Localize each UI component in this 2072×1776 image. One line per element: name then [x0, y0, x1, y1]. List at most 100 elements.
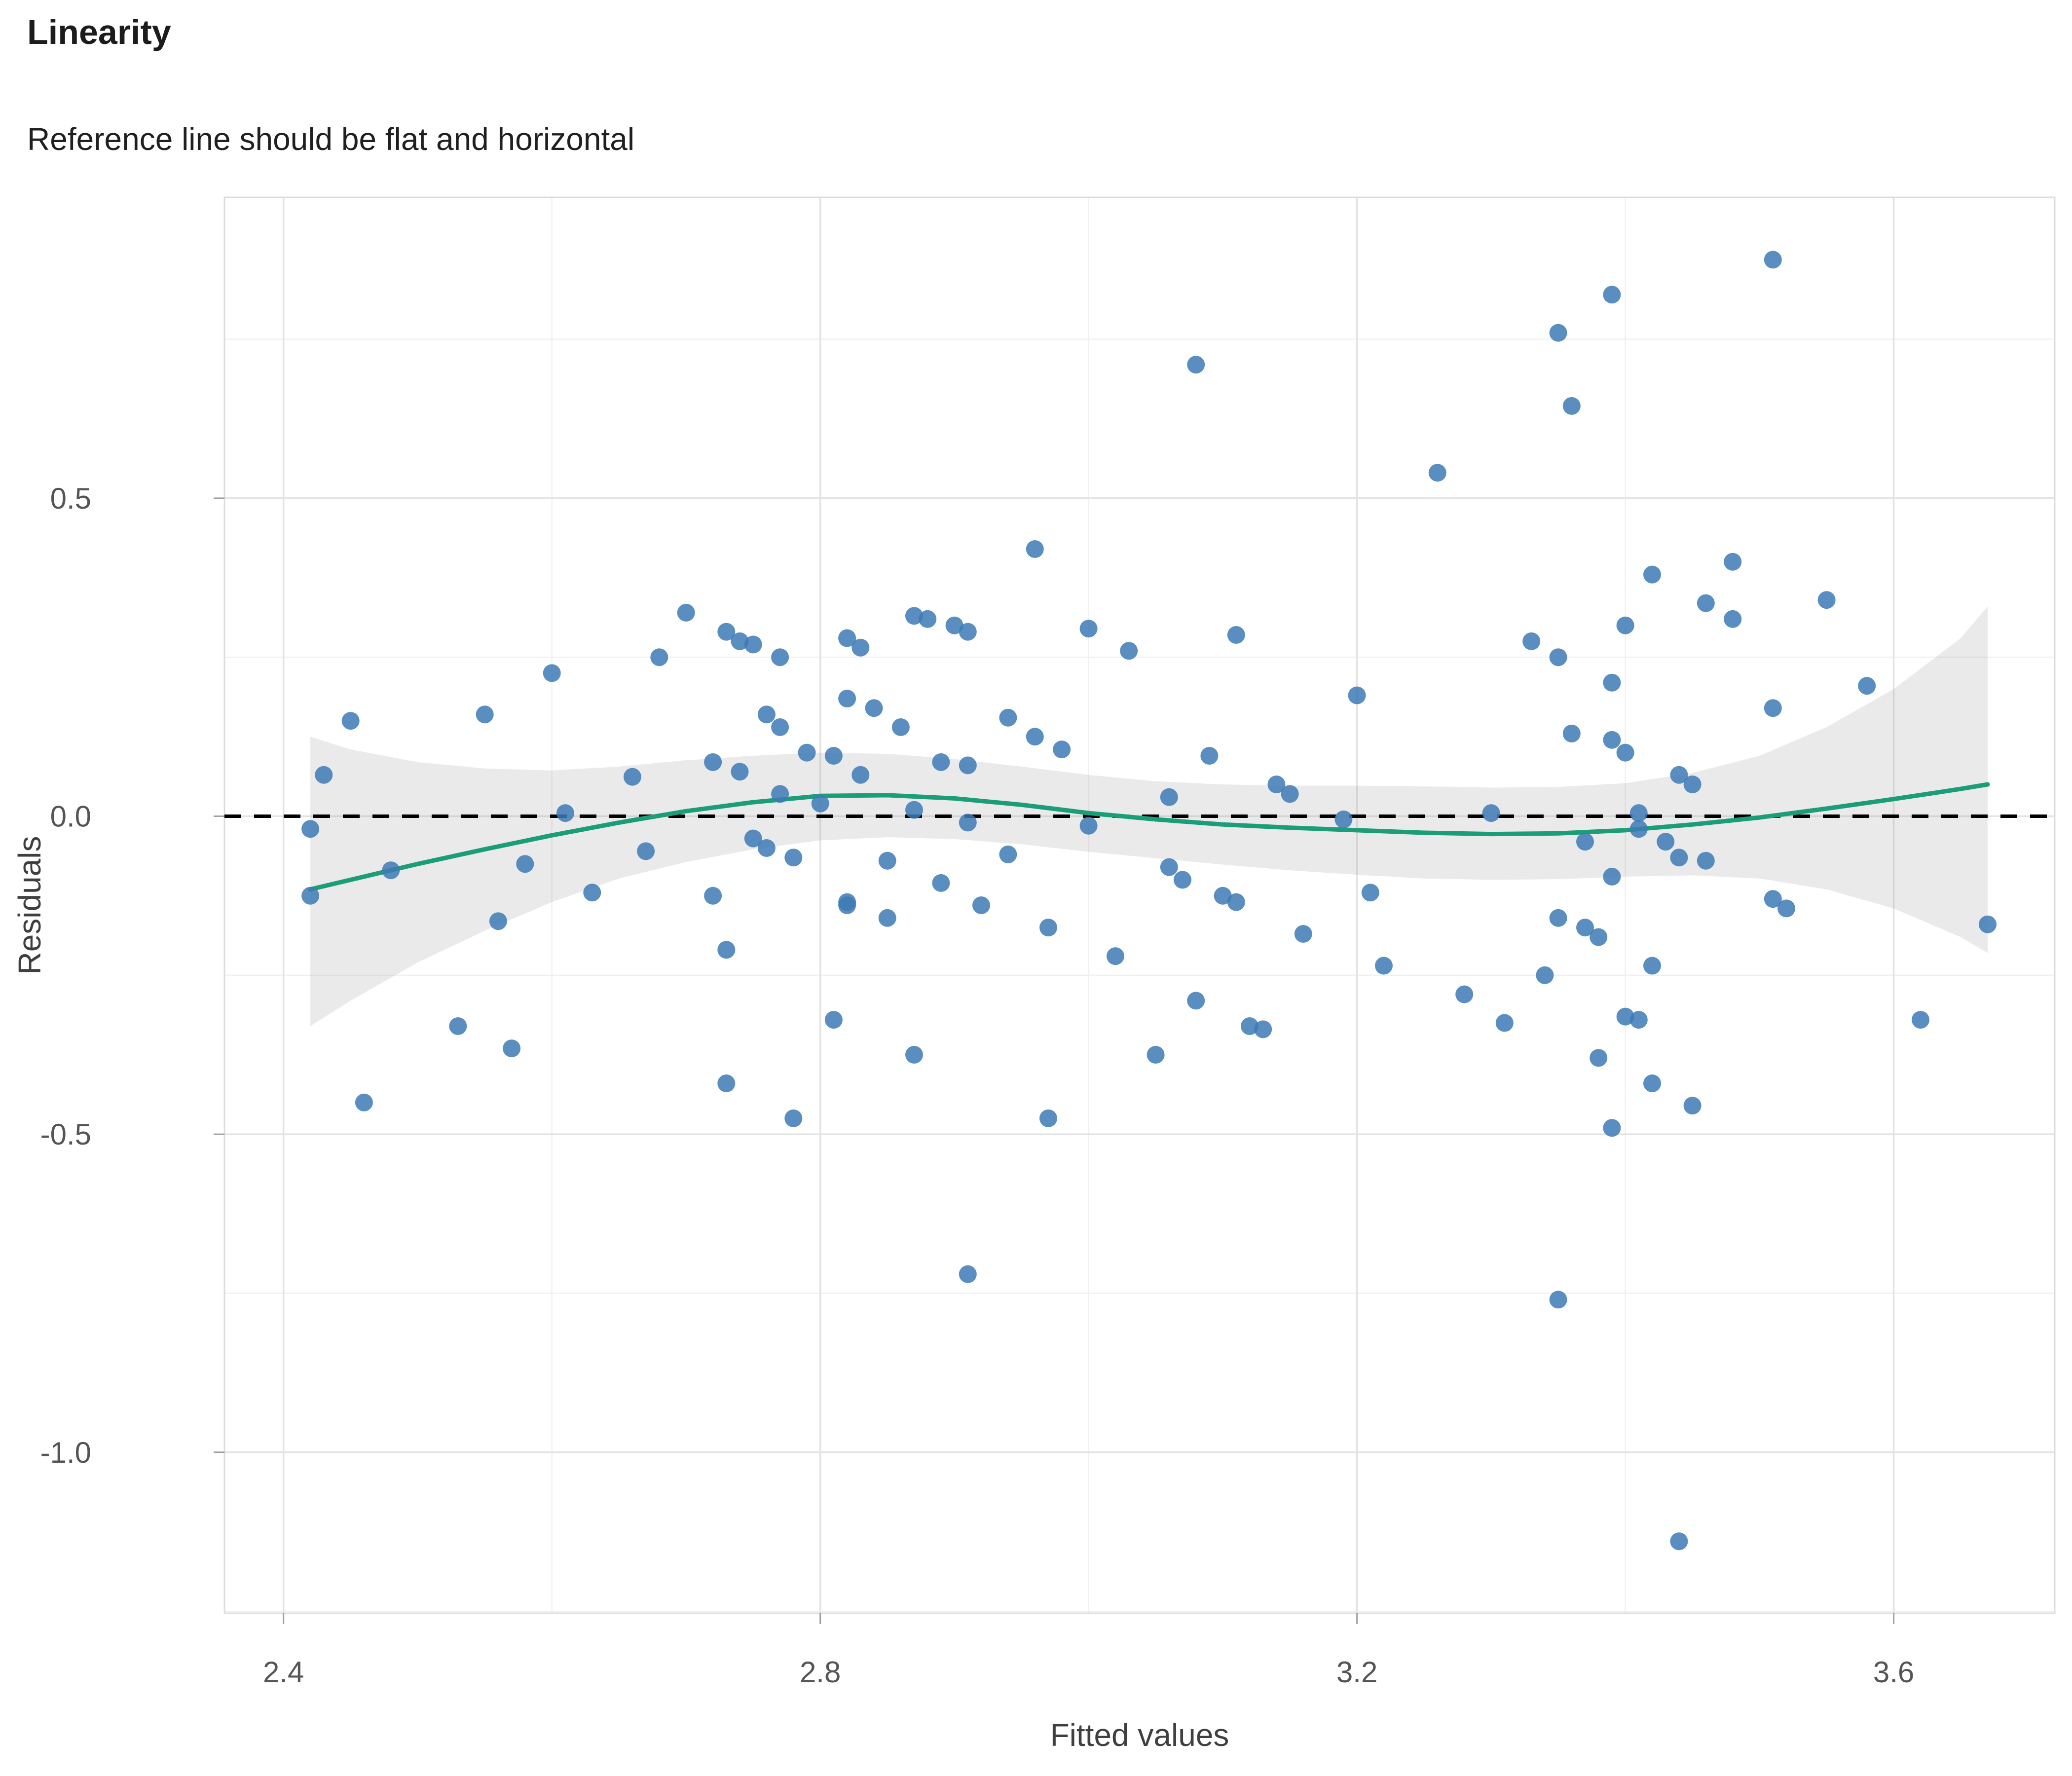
- data-point: [744, 635, 762, 654]
- data-point: [341, 712, 360, 730]
- data-point: [1294, 925, 1312, 943]
- y-tick-labels: 0.5 0.0 -0.5 -1.0: [40, 482, 91, 1469]
- y-tick-label: 0.5: [50, 482, 91, 515]
- data-point: [1764, 890, 1782, 908]
- data-point: [1764, 251, 1782, 269]
- data-point: [771, 785, 789, 803]
- data-point: [1629, 1011, 1648, 1029]
- x-tick-labels: 2.4 2.8 3.2 3.6: [263, 1656, 1914, 1689]
- data-point: [1616, 616, 1634, 634]
- data-point: [315, 766, 333, 784]
- scatter-points: [301, 251, 1997, 1551]
- data-point: [301, 820, 320, 838]
- data-point: [1549, 324, 1567, 342]
- data-point: [1683, 776, 1702, 793]
- data-point: [1536, 966, 1554, 984]
- data-point: [999, 708, 1017, 727]
- data-point: [1629, 804, 1648, 822]
- y-tick-label: -1.0: [40, 1436, 91, 1469]
- chart-subtitle: Reference line should be flat and horizo…: [27, 121, 635, 157]
- data-point: [959, 623, 977, 641]
- x-tick-label: 2.4: [263, 1656, 304, 1689]
- data-point: [1724, 553, 1742, 571]
- data-point: [1576, 833, 1594, 851]
- x-axis-title: Fitted values: [1050, 1717, 1229, 1753]
- data-point: [905, 801, 923, 819]
- data-point: [1039, 1109, 1057, 1127]
- data-point: [543, 664, 561, 682]
- data-point: [556, 804, 574, 822]
- data-point: [1227, 626, 1245, 644]
- axis-ticks: [214, 497, 1895, 1624]
- x-tick-label: 3.6: [1873, 1656, 1914, 1689]
- data-point: [1361, 884, 1379, 902]
- data-point: [784, 1109, 803, 1127]
- data-point: [1495, 1014, 1514, 1032]
- data-point: [905, 1046, 923, 1064]
- data-point: [838, 629, 856, 647]
- data-point: [650, 648, 668, 666]
- data-point: [1241, 1017, 1258, 1035]
- data-point: [1254, 1020, 1272, 1038]
- panel-border: [223, 196, 2056, 1614]
- data-point: [1858, 677, 1876, 695]
- data-point: [972, 896, 990, 914]
- data-point: [1697, 851, 1715, 870]
- data-point: [1616, 743, 1634, 762]
- data-point: [1147, 1046, 1165, 1064]
- data-point: [811, 794, 829, 813]
- data-point: [1053, 740, 1071, 759]
- data-point: [1616, 1007, 1634, 1026]
- data-point: [919, 610, 937, 628]
- data-point: [1670, 849, 1688, 867]
- data-point: [1522, 632, 1541, 650]
- data-point: [824, 747, 843, 765]
- data-point: [717, 623, 736, 641]
- data-point: [1670, 1532, 1688, 1551]
- data-point: [1817, 591, 1836, 609]
- data-point: [1334, 810, 1353, 828]
- data-point: [771, 648, 789, 666]
- data-point: [1629, 820, 1648, 838]
- data-point: [1777, 899, 1795, 918]
- data-point: [798, 743, 816, 762]
- data-point: [731, 763, 749, 781]
- data-point: [1590, 1049, 1608, 1067]
- data-point: [503, 1039, 521, 1058]
- data-point: [1603, 286, 1621, 304]
- data-point: [476, 705, 494, 724]
- data-point: [637, 842, 655, 860]
- data-point: [1683, 1097, 1702, 1115]
- data-point: [1670, 766, 1688, 784]
- data-point: [932, 753, 950, 771]
- data-point: [1079, 620, 1098, 638]
- data-point: [382, 861, 400, 880]
- data-point: [1455, 985, 1474, 1003]
- x-tick-label: 3.2: [1336, 1656, 1377, 1689]
- data-point: [1562, 397, 1581, 415]
- gridlines-major: [224, 197, 2055, 1613]
- data-point: [878, 909, 896, 927]
- data-point: [878, 851, 896, 870]
- data-point: [1549, 648, 1567, 666]
- data-point: [1079, 816, 1098, 835]
- data-point: [771, 718, 789, 736]
- data-point: [838, 690, 856, 707]
- data-point: [744, 829, 762, 848]
- data-point: [865, 699, 883, 717]
- data-point: [1603, 731, 1621, 749]
- data-point: [449, 1017, 467, 1035]
- data-point: [516, 855, 534, 873]
- data-point: [1912, 1011, 1929, 1029]
- data-point: [1697, 594, 1715, 612]
- data-point: [959, 1265, 977, 1283]
- data-point: [1200, 747, 1219, 765]
- chart-title: Linearity: [27, 13, 171, 51]
- data-point: [1026, 728, 1044, 746]
- data-point: [1643, 957, 1661, 975]
- x-tick-label: 2.8: [800, 1656, 841, 1689]
- data-point: [1603, 1119, 1621, 1137]
- data-point: [838, 896, 856, 914]
